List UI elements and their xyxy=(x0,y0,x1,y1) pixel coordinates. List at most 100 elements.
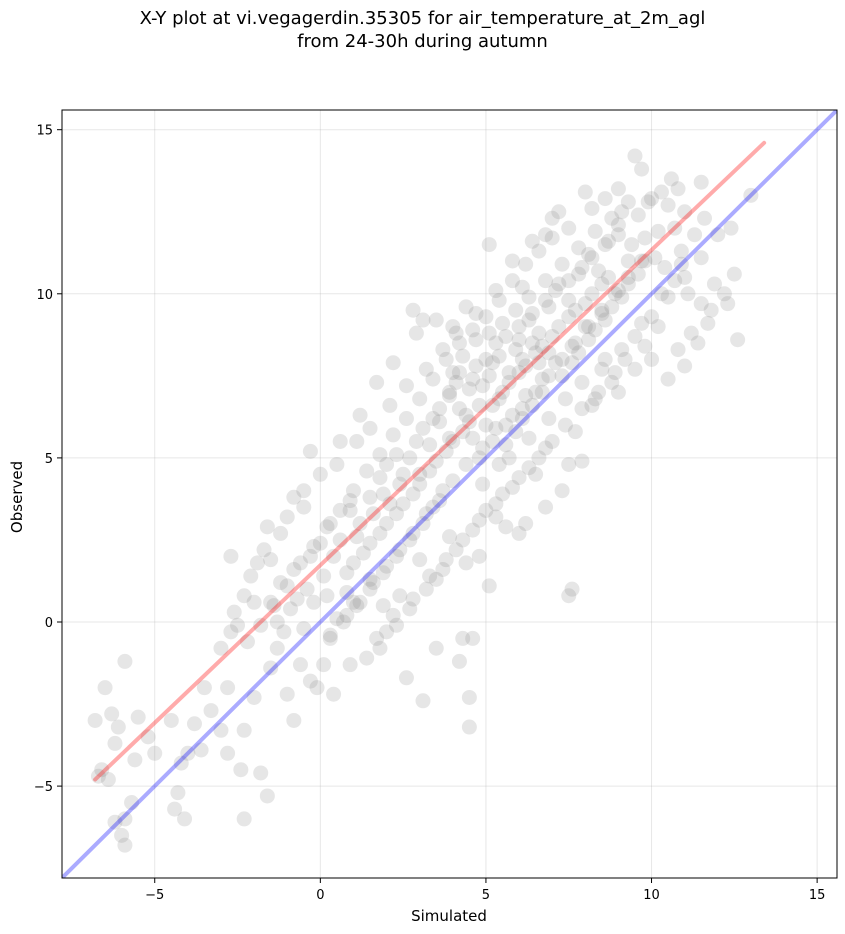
data-point xyxy=(541,299,557,315)
data-point xyxy=(299,581,315,597)
data-point xyxy=(269,640,285,656)
data-point xyxy=(442,430,457,446)
data-point xyxy=(610,283,626,299)
data-point xyxy=(369,374,385,390)
data-point xyxy=(322,516,338,532)
data-point xyxy=(561,220,577,236)
data-point xyxy=(551,319,567,335)
data-point xyxy=(180,745,196,761)
data-point xyxy=(630,266,646,282)
data-point xyxy=(362,489,378,505)
data-point xyxy=(455,630,471,646)
data-point xyxy=(677,358,693,374)
data-point xyxy=(478,502,494,518)
data-point xyxy=(246,689,262,705)
data-point xyxy=(339,584,355,600)
data-point xyxy=(342,493,358,509)
data-point xyxy=(614,342,630,358)
data-point xyxy=(114,827,130,843)
data-point xyxy=(597,191,613,207)
x-tick-label: 0 xyxy=(316,888,324,903)
data-point xyxy=(322,627,338,643)
data-point xyxy=(389,506,405,522)
data-point xyxy=(647,250,663,266)
data-point xyxy=(620,269,636,285)
data-point xyxy=(518,516,534,532)
data-point xyxy=(352,516,368,532)
data-point xyxy=(538,273,554,289)
data-point xyxy=(581,332,597,348)
axis-ticks: −5 0 5 10 15 −5 0 5 10 15 xyxy=(34,124,826,903)
data-point xyxy=(551,276,567,292)
data-point xyxy=(634,253,650,269)
data-point xyxy=(243,568,259,584)
data-point xyxy=(504,253,520,269)
data-point xyxy=(425,371,441,387)
data-point xyxy=(312,535,328,551)
data-point xyxy=(634,161,650,177)
data-point xyxy=(637,253,653,269)
data-point xyxy=(561,292,577,308)
x-tick-label: 15 xyxy=(809,888,826,903)
data-point xyxy=(362,535,378,551)
data-point xyxy=(637,230,653,246)
data-point xyxy=(167,801,183,817)
data-point xyxy=(339,607,355,623)
data-point xyxy=(379,456,395,472)
data-point xyxy=(428,640,444,656)
data-point xyxy=(726,266,742,282)
data-point xyxy=(600,269,616,285)
data-point xyxy=(600,233,616,249)
data-point xyxy=(455,348,471,364)
data-point xyxy=(481,578,497,594)
data-point xyxy=(246,594,262,610)
data-point xyxy=(342,657,358,673)
data-point xyxy=(491,391,507,407)
data-point xyxy=(87,712,103,728)
data-point xyxy=(428,453,444,469)
data-point xyxy=(349,598,365,614)
data-point xyxy=(332,433,348,449)
data-point xyxy=(104,706,120,722)
data-point xyxy=(273,525,289,541)
data-point xyxy=(306,539,322,555)
y-tick-label: 0 xyxy=(45,616,53,631)
data-point xyxy=(379,516,395,532)
data-point xyxy=(365,575,381,591)
data-point xyxy=(415,693,431,709)
data-point xyxy=(554,368,570,384)
data-point xyxy=(127,752,143,768)
data-point xyxy=(687,227,703,243)
data-point xyxy=(481,368,497,384)
data-point xyxy=(610,217,626,233)
data-point xyxy=(564,355,580,371)
data-point xyxy=(345,594,361,610)
data-point xyxy=(485,433,501,449)
data-point xyxy=(263,660,279,676)
data-point xyxy=(498,328,514,344)
data-point xyxy=(571,266,587,282)
data-point xyxy=(428,312,444,328)
data-point xyxy=(442,384,457,400)
data-point xyxy=(345,483,361,499)
data-point xyxy=(730,332,746,348)
data-point xyxy=(561,273,577,289)
data-point xyxy=(432,493,448,509)
data-point xyxy=(511,470,527,486)
data-point xyxy=(518,388,534,404)
data-point xyxy=(445,473,461,489)
data-point xyxy=(355,545,371,561)
data-point xyxy=(494,315,510,331)
data-point xyxy=(650,223,666,239)
data-point xyxy=(637,338,653,354)
data-point xyxy=(723,220,739,236)
data-point xyxy=(475,440,491,456)
data-point xyxy=(263,594,279,610)
data-point xyxy=(465,371,481,387)
data-point xyxy=(256,542,272,558)
data-point xyxy=(660,197,676,213)
data-point xyxy=(422,437,438,453)
data-point xyxy=(538,292,554,308)
data-point xyxy=(683,325,699,341)
data-point xyxy=(660,289,676,305)
